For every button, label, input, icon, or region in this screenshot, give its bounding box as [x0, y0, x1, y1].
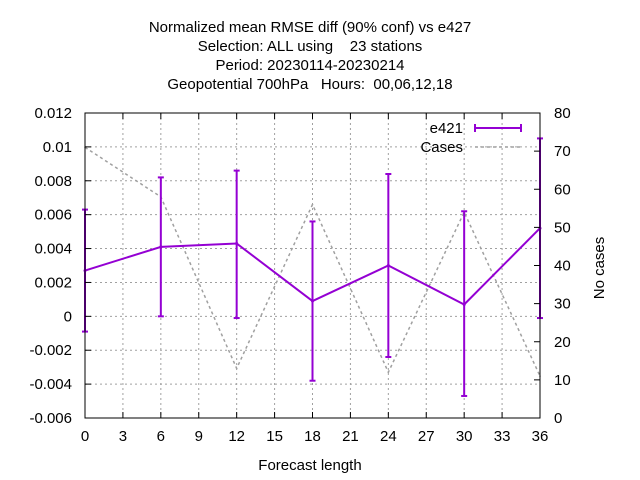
- legend-label-e421: e421: [430, 120, 463, 137]
- y2-tick-label: 20: [554, 334, 571, 351]
- chart-title-line-4: Geopotential 700hPa Hours: 00,06,12,18: [167, 76, 452, 93]
- y-tick-label: -0.002: [29, 342, 72, 359]
- chart-title-line-3: Period: 20230114-20230214: [215, 57, 404, 74]
- y-tick-label: 0: [64, 308, 72, 325]
- y2-tick-label: 50: [554, 219, 571, 236]
- e421-point: [235, 241, 239, 245]
- x-tick-label: 30: [456, 428, 473, 445]
- x-tick-label: 27: [418, 428, 435, 445]
- y-tick-label: 0.008: [34, 173, 72, 190]
- y2-axis-label: No cases: [591, 237, 608, 300]
- e421-point: [462, 302, 466, 306]
- y-tick-label: -0.006: [29, 410, 72, 427]
- y2-tick-label: 40: [554, 258, 571, 275]
- x-tick-label: 15: [266, 428, 283, 445]
- axis-ticks: [84, 112, 541, 419]
- y-tick-label: 0.004: [34, 241, 72, 258]
- y-tick-label: 0.01: [43, 139, 72, 156]
- x-tick-label: 36: [532, 428, 549, 445]
- y-tick-label: 0.006: [34, 207, 72, 224]
- y2-tick-label: 70: [554, 143, 571, 160]
- e421-point: [386, 264, 390, 267]
- y-tick-label: 0.002: [34, 274, 72, 291]
- e421-series: [82, 137, 543, 397]
- e421-point: [159, 245, 163, 249]
- cases-point: [235, 367, 238, 370]
- x-tick-label: 12: [228, 428, 245, 445]
- cases-point: [311, 203, 314, 206]
- x-tick-label: 18: [304, 428, 321, 445]
- y-tick-label: -0.004: [29, 376, 72, 393]
- x-axis-label: Forecast length: [258, 457, 361, 474]
- x-tick-label: 6: [157, 428, 165, 445]
- y-tick-label: 0.012: [34, 105, 72, 122]
- chart-title-line-2: Selection: ALL using 23 stations: [198, 38, 423, 55]
- y2-tick-label: 30: [554, 296, 571, 313]
- cases-point: [387, 371, 390, 374]
- chart-title-block: Normalized mean RMSE diff (90% conf) vs …: [149, 19, 471, 93]
- chart-title-line-1: Normalized mean RMSE diff (90% conf) vs …: [149, 19, 471, 36]
- x-tick-label: 33: [494, 428, 511, 445]
- e421-point: [311, 299, 314, 303]
- x-tick-label: 9: [195, 428, 203, 445]
- y2-tick-label: 0: [554, 410, 562, 427]
- y2-tick-label: 80: [554, 105, 571, 122]
- y2-tick-label: 60: [554, 181, 571, 198]
- axis-tick-labels: 0 3 6 9 12 15 18 21 24 27 30 33 36-0.006-0.004-0.002…: [29, 105, 570, 445]
- x-tick-label: 24: [380, 428, 397, 445]
- legend-label-cases: Cases: [420, 139, 463, 156]
- legend: e421 Cases: [420, 120, 522, 156]
- y2-tick-label: 10: [554, 372, 571, 389]
- x-tick-label: 21: [342, 428, 359, 445]
- x-tick-label: 0: [81, 428, 89, 445]
- x-tick-label: 3: [119, 428, 127, 445]
